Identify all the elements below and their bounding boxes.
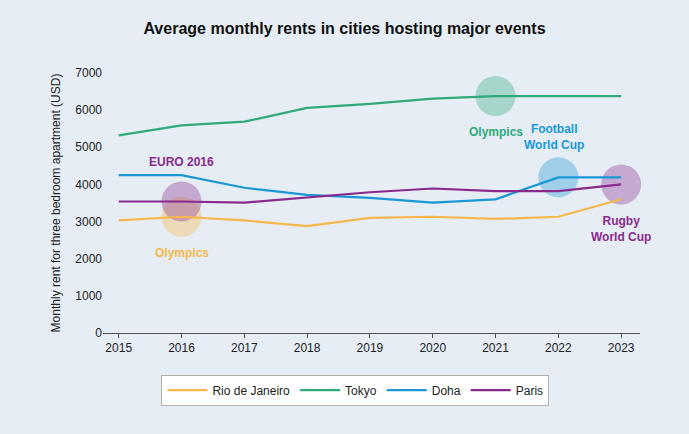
svg-text:5000: 5000 [75,140,102,154]
svg-text:Rio de Janeiro: Rio de Janeiro [212,384,290,398]
svg-text:2000: 2000 [75,252,102,266]
svg-text:Monthly rent for three bedroom: Monthly rent for three bedroom apartment… [49,74,63,333]
svg-text:3000: 3000 [75,215,102,229]
svg-text:Doha: Doha [432,384,461,398]
svg-text:2023: 2023 [608,341,635,355]
svg-text:7000: 7000 [75,66,102,80]
svg-text:6000: 6000 [75,103,102,117]
svg-text:EURO 2016: EURO 2016 [149,155,214,169]
svg-text:2018: 2018 [294,341,321,355]
svg-text:2021: 2021 [482,341,509,355]
svg-text:0: 0 [95,326,102,340]
svg-text:2016: 2016 [168,341,195,355]
svg-text:2022: 2022 [545,341,572,355]
svg-text:2019: 2019 [357,341,384,355]
svg-text:2015: 2015 [105,341,132,355]
svg-text:2020: 2020 [419,341,446,355]
svg-text:Olympics: Olympics [469,125,523,139]
svg-text:1000: 1000 [75,289,102,303]
svg-text:2017: 2017 [231,341,258,355]
svg-text:RugbyWorld Cup: RugbyWorld Cup [591,214,651,244]
svg-text:4000: 4000 [75,178,102,192]
svg-text:Tokyo: Tokyo [345,384,377,398]
svg-text:Paris: Paris [516,384,543,398]
svg-text:Olympics: Olympics [155,246,209,260]
svg-text:Average monthly rents in citie: Average monthly rents in cities hosting … [143,20,545,37]
svg-text:FootballWorld Cup: FootballWorld Cup [524,122,584,152]
